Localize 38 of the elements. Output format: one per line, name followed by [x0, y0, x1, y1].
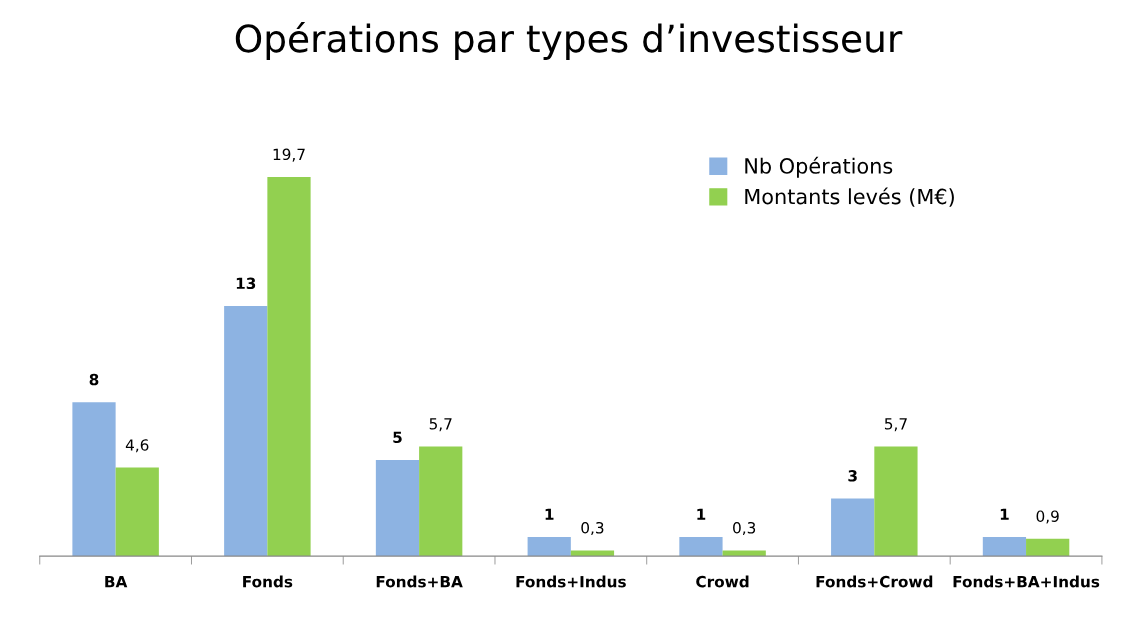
data-label: 0,9 [1036, 510, 1059, 524]
bar [570, 550, 615, 557]
data-label: 1 [1000, 508, 1009, 520]
data-label: 4,6 [125, 439, 149, 453]
data-label: 1 [697, 508, 706, 520]
bar [224, 305, 268, 557]
bar [874, 446, 918, 557]
data-label: 8 [89, 373, 99, 386]
bar [72, 402, 116, 557]
bar [419, 446, 463, 557]
data-label: 5,7 [429, 418, 452, 432]
bar [267, 176, 311, 557]
bar [527, 536, 571, 557]
bar [982, 536, 1027, 557]
bar [722, 550, 766, 557]
bar [679, 536, 723, 557]
bar [375, 459, 420, 557]
x-tick-label: Crowd [696, 575, 749, 588]
x-tick-label: Fonds+BA [376, 575, 463, 588]
x-tick-label: Fonds+BA+Indus [953, 575, 1100, 588]
data-label: 13 [236, 277, 256, 290]
x-tick-label: BA [105, 576, 128, 588]
data-label: 0,3 [733, 521, 756, 536]
legend-label: Nb Opérations [745, 156, 893, 178]
data-label: 1 [545, 508, 554, 520]
data-label: 0,3 [581, 521, 604, 536]
bar [1026, 538, 1070, 557]
data-label: 5,7 [884, 418, 907, 432]
data-label: 19,7 [273, 148, 305, 162]
data-label: 3 [848, 470, 857, 482]
bar [831, 498, 875, 557]
x-tick-label: Fonds+Indus [516, 575, 626, 588]
chart-title: Opérations par types d’investisseur [235, 22, 903, 60]
x-tick-label: Fonds [243, 575, 293, 588]
legend-label: Montants levés (M€) [745, 187, 954, 207]
bar [115, 467, 159, 557]
data-label: 5 [393, 431, 402, 444]
x-tick-label: Fonds+Crowd [816, 575, 933, 588]
